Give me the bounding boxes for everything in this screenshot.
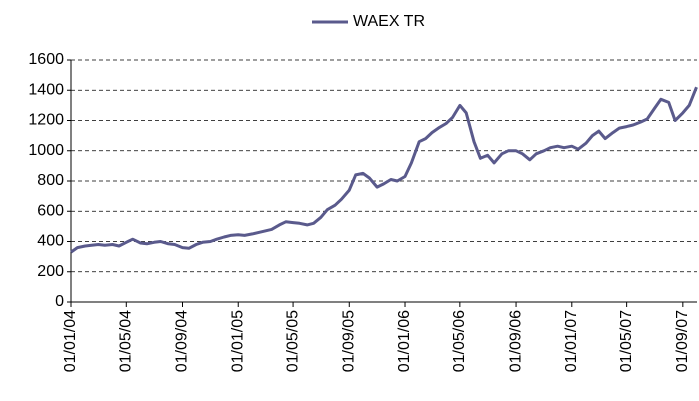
x-tick-label: 01/05/04 (118, 310, 135, 372)
y-tick-label: 1000 (28, 142, 64, 159)
y-tick-label: 1400 (28, 81, 64, 98)
x-tick-label: 01/01/07 (563, 310, 580, 372)
x-tick-label: 01/09/06 (507, 310, 524, 372)
x-tick-label: 01/09/04 (174, 310, 191, 372)
y-tick-label: 1600 (28, 51, 64, 68)
y-tick-label: 400 (37, 233, 64, 250)
x-tick-label: 01/09/07 (674, 310, 691, 372)
x-tick-label: 01/01/04 (62, 310, 79, 372)
legend-label: WAEX TR (353, 13, 425, 30)
y-tick-label: 0 (55, 293, 64, 310)
x-tick-label: 01/01/05 (229, 310, 246, 372)
x-tick-label: 01/05/05 (284, 310, 301, 372)
x-tick-label: 01/01/06 (396, 310, 413, 372)
y-tick-label: 1200 (28, 112, 64, 129)
x-tick-label: 01/05/06 (451, 310, 468, 372)
y-tick-label: 600 (37, 202, 64, 219)
x-tick-label: 01/09/05 (340, 310, 357, 372)
y-tick-label: 200 (37, 263, 64, 280)
x-tick-label: 01/05/07 (618, 310, 635, 372)
y-tick-label: 800 (37, 172, 64, 189)
series-line (70, 86, 698, 254)
